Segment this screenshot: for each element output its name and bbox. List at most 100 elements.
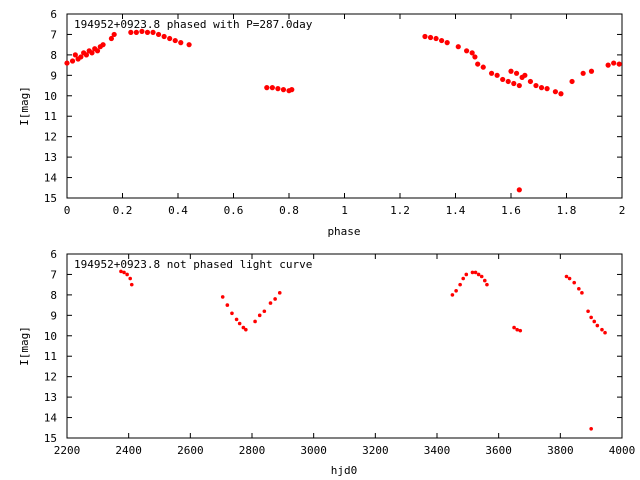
data-point xyxy=(234,317,239,322)
data-point xyxy=(444,40,450,46)
data-point xyxy=(588,68,595,74)
data-point xyxy=(273,297,277,301)
data-point xyxy=(464,272,469,277)
data-point xyxy=(241,325,246,330)
data-point xyxy=(125,272,129,277)
data-point xyxy=(89,50,95,56)
x-tick-label: 3800 xyxy=(547,444,574,457)
data-point xyxy=(616,61,622,67)
y-tick-label: 7 xyxy=(50,268,57,281)
data-point xyxy=(605,62,611,68)
data-point xyxy=(94,48,101,54)
data-point xyxy=(558,91,564,97)
x-tick-label: 4000 xyxy=(609,444,636,457)
data-point xyxy=(513,70,520,76)
x-axis-ticks: 0 0.2 0.4 0.6 0.8 1 1.2 1.4 1.6 1.8 2 xyxy=(64,14,625,217)
unphased-light-curve-panel: 194952+0923.8 not phased light curve hjd… xyxy=(18,248,635,477)
y-tick-label: 13 xyxy=(44,151,57,164)
chart-title: 194952+0923.8 not phased light curve xyxy=(74,258,312,271)
data-point xyxy=(473,270,478,275)
data-point xyxy=(280,87,287,93)
plot-frame xyxy=(66,253,623,439)
data-point xyxy=(253,319,257,324)
data-point xyxy=(111,31,117,38)
data-point xyxy=(433,35,439,42)
data-point xyxy=(589,427,593,431)
x-tick-label: 1.6 xyxy=(501,204,521,217)
y-tick-label: 8 xyxy=(50,49,57,62)
data-point xyxy=(422,33,428,40)
data-point xyxy=(108,35,114,42)
x-tick-label: 0.8 xyxy=(279,204,299,217)
y-tick-label: 10 xyxy=(44,330,57,343)
x-tick-label: 3400 xyxy=(424,444,451,457)
data-point xyxy=(161,33,167,40)
data-point xyxy=(230,311,234,316)
data-point xyxy=(569,78,575,85)
data-point xyxy=(119,269,123,274)
x-tick-label: 0 xyxy=(64,204,71,217)
data-point xyxy=(83,52,90,58)
data-point xyxy=(275,86,281,92)
data-point xyxy=(244,327,248,332)
data-point xyxy=(225,303,230,307)
data-point xyxy=(167,35,173,42)
x-tick-label: 3600 xyxy=(485,444,512,457)
data-point xyxy=(544,86,550,92)
data-point xyxy=(439,37,445,44)
data-point xyxy=(461,276,466,281)
data-point xyxy=(500,76,506,83)
data-point xyxy=(454,289,458,293)
y-tick-label: 10 xyxy=(44,90,57,103)
data-point xyxy=(129,282,134,287)
data-point xyxy=(516,187,522,193)
y-tick-label: 15 xyxy=(44,432,57,445)
data-point xyxy=(464,48,470,54)
data-point xyxy=(479,274,484,279)
y-tick-label: 13 xyxy=(44,391,57,404)
x-tick-label: 1.8 xyxy=(557,204,577,217)
data-point xyxy=(178,40,184,46)
x-tick-label: 1 xyxy=(341,204,348,217)
y-tick-label: 12 xyxy=(44,371,57,384)
data-point xyxy=(522,72,528,78)
x-axis-label: phase xyxy=(327,225,360,238)
y-tick-label: 14 xyxy=(44,412,58,425)
y-tick-label: 9 xyxy=(50,309,57,322)
data-point xyxy=(128,276,133,281)
x-tick-label: 1.2 xyxy=(390,204,410,217)
y-axis-label: I[mag] xyxy=(18,326,31,366)
data-point xyxy=(508,68,514,74)
data-point xyxy=(505,78,511,85)
data-point xyxy=(595,323,600,328)
data-point xyxy=(580,291,584,295)
y-tick-label: 11 xyxy=(44,110,57,123)
x-axis-ticks: 2200 2400 2600 2800 3000 3200 3400 3600 3800 4000 xyxy=(54,254,636,457)
data-point xyxy=(133,29,139,35)
data-point xyxy=(564,274,569,279)
x-tick-label: 3000 xyxy=(300,444,327,457)
data-point xyxy=(144,29,151,35)
x-tick-label: 0.2 xyxy=(113,204,133,217)
plot-frame xyxy=(66,13,623,199)
data-point xyxy=(511,80,517,87)
data-point xyxy=(269,85,275,91)
data-point xyxy=(494,72,500,78)
x-tick-label: 2800 xyxy=(239,444,266,457)
data-point xyxy=(480,64,486,70)
data-point xyxy=(150,29,156,35)
data-point xyxy=(586,309,590,314)
data-point xyxy=(69,58,76,64)
y-tick-label: 11 xyxy=(44,350,57,363)
x-tick-label: 0.4 xyxy=(168,204,188,217)
data-point xyxy=(186,42,192,48)
y-tick-label: 7 xyxy=(50,28,57,41)
data-point xyxy=(155,31,162,38)
y-tick-label: 6 xyxy=(50,248,57,261)
data-point xyxy=(567,276,572,281)
data-point xyxy=(257,313,262,318)
data-point xyxy=(611,60,617,66)
data-point xyxy=(512,325,516,330)
y-tick-label: 8 xyxy=(50,289,57,302)
